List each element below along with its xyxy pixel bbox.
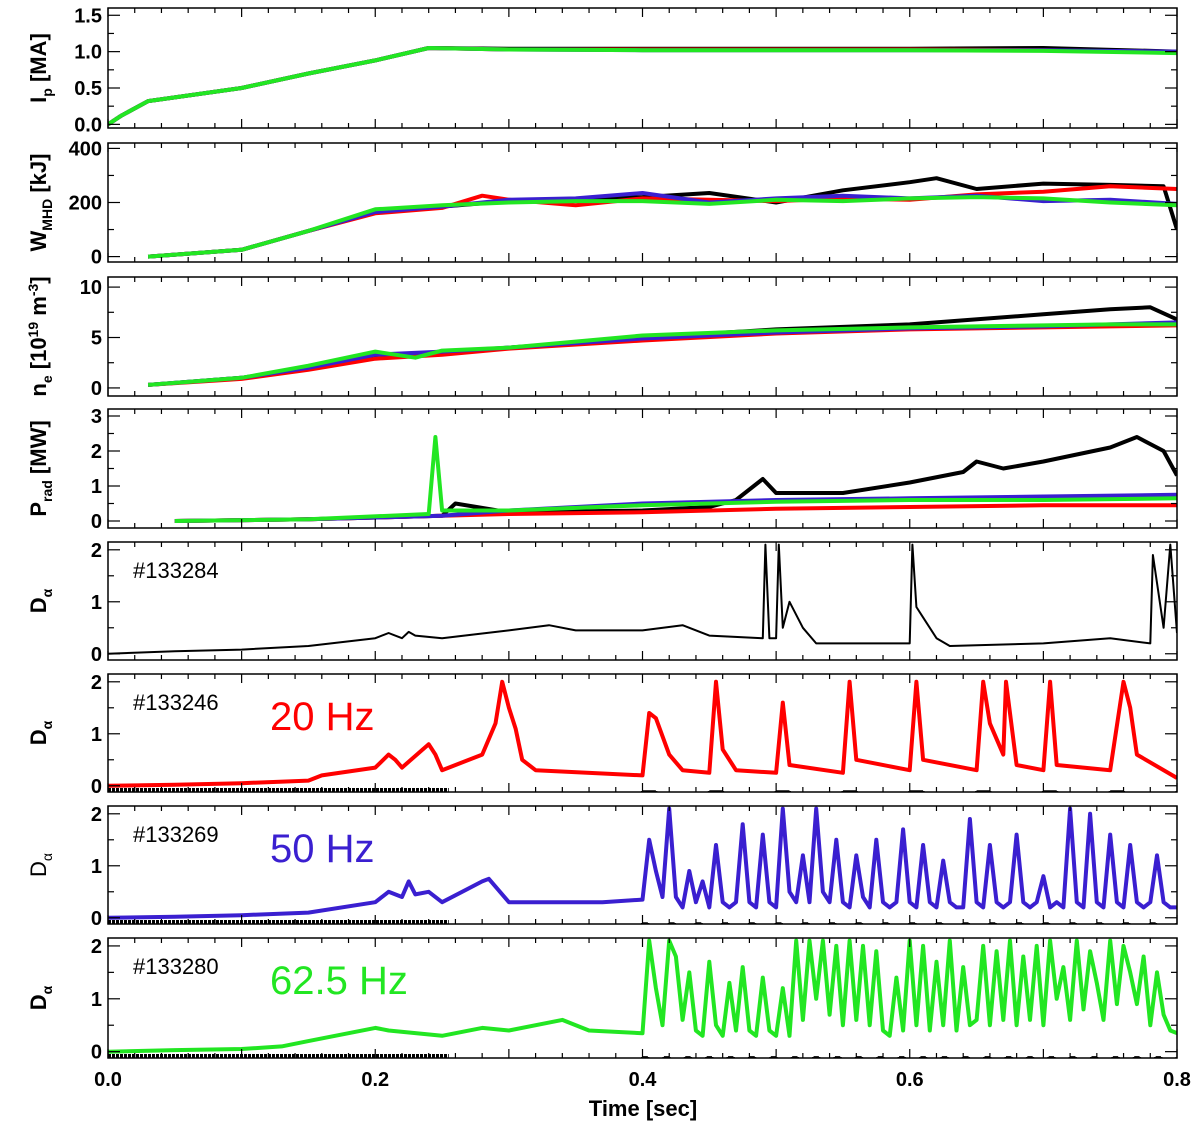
y-axis-label: Dα bbox=[26, 588, 55, 613]
series-line-4-1 bbox=[174, 435, 1177, 523]
panel-frame bbox=[107, 541, 1178, 661]
panel-1: 0.0 0.5 1.0 1.5 Ip [MA] bbox=[26, 5, 1178, 136]
pulse-window-marker bbox=[1175, 1056, 1177, 1058]
y-tick-label: 1 bbox=[91, 592, 102, 614]
y-tick-label: 1 bbox=[91, 724, 102, 746]
y-tick-label: 0 bbox=[91, 378, 102, 400]
panel-frame bbox=[107, 805, 1178, 925]
series-line-8-1 bbox=[108, 938, 1177, 1054]
panel-3: 0 5 10 ne [1019 m-3] bbox=[25, 276, 1178, 400]
y-axis-label: Prad [MW] bbox=[26, 420, 55, 516]
panel-5: 0 1 2 Dα #133284 bbox=[26, 540, 1178, 666]
y-tick-label: 200 bbox=[69, 193, 102, 215]
y-tick-label: 0 bbox=[91, 908, 102, 930]
y-tick-label: 2 bbox=[91, 441, 102, 463]
y-axis-label: Ip [MA] bbox=[26, 33, 55, 103]
x-tick-label: 0.0 bbox=[94, 1069, 122, 1091]
series-line-7-1 bbox=[108, 806, 1177, 920]
panel-frame bbox=[107, 7, 1178, 129]
y-tick-label: 0.5 bbox=[74, 78, 102, 100]
series-line-1-3 bbox=[108, 46, 1177, 127]
x-tick-label: 0.4 bbox=[629, 1069, 658, 1091]
frequency-label: 20 Hz bbox=[270, 695, 375, 739]
x-tick-label: 0.2 bbox=[361, 1069, 389, 1091]
y-tick-label: 0.0 bbox=[74, 114, 102, 136]
panel-2: 0 200 400 WMHD [kJ] bbox=[26, 138, 1178, 269]
series-line-3-3 bbox=[147, 320, 1177, 387]
panel-frame bbox=[107, 937, 1178, 1059]
series-line-4-4 bbox=[174, 435, 1177, 523]
panel-7: 0 1 2 Dα #133269 50 Hz bbox=[26, 804, 1178, 930]
series-line-1-1 bbox=[108, 46, 1177, 127]
shot-number-label: #133284 bbox=[133, 558, 219, 583]
y-tick-label: 0 bbox=[91, 247, 102, 269]
y-tick-label: 1.5 bbox=[74, 5, 102, 27]
y-tick-label: 0 bbox=[91, 776, 102, 798]
y-axis-label: Dα bbox=[26, 985, 55, 1010]
panel-4: 0 1 2 3 Prad [MW] bbox=[26, 406, 1178, 533]
y-tick-label: 1.0 bbox=[74, 42, 102, 64]
series-line-1-4 bbox=[108, 46, 1177, 127]
x-axis-label: Time [sec] bbox=[589, 1096, 697, 1121]
shot-number-label: #133246 bbox=[133, 690, 219, 715]
y-tick-label: 0 bbox=[91, 511, 102, 533]
series-line-1-2 bbox=[108, 46, 1177, 127]
pulse-window-marker bbox=[1175, 790, 1177, 792]
x-tick-label: 0.8 bbox=[1163, 1069, 1191, 1091]
y-tick-label: 3 bbox=[91, 406, 102, 428]
x-tick-label: 0.6 bbox=[896, 1069, 924, 1091]
y-tick-label: 0 bbox=[91, 644, 102, 666]
panel-6: 0 1 2 Dα #133246 20 Hz bbox=[26, 672, 1178, 798]
y-tick-label: 0 bbox=[91, 1042, 102, 1064]
shot-number-label: #133280 bbox=[133, 954, 219, 979]
y-tick-label: 2 bbox=[91, 672, 102, 694]
panel-8: 0 1 2 Dα #133280 62.5 Hz bbox=[26, 936, 1178, 1064]
y-tick-label: 2 bbox=[91, 936, 102, 958]
y-tick-label: 400 bbox=[69, 138, 102, 160]
frequency-label: 50 Hz bbox=[270, 827, 375, 871]
shot-number-label: #133269 bbox=[133, 822, 219, 847]
pulse-window-marker bbox=[1175, 922, 1177, 924]
y-tick-label: 5 bbox=[91, 328, 102, 350]
series-line-5-1 bbox=[108, 543, 1177, 655]
y-axis-label: Dα bbox=[26, 720, 55, 745]
x-axis: Time [sec] 0.0 0.2 0.4 0.6 0.8 bbox=[94, 1069, 1191, 1121]
y-axis-label: Dα bbox=[26, 853, 55, 877]
series-line-3-1 bbox=[147, 305, 1177, 387]
y-tick-label: 1 bbox=[91, 989, 102, 1011]
y-tick-label: 10 bbox=[80, 277, 102, 299]
series-line-2-1 bbox=[147, 176, 1177, 259]
y-tick-label: 1 bbox=[91, 476, 102, 498]
y-tick-label: 2 bbox=[91, 804, 102, 826]
series-line-3-4 bbox=[147, 322, 1177, 387]
y-tick-label: 2 bbox=[91, 540, 102, 562]
frequency-label: 62.5 Hz bbox=[270, 959, 408, 1003]
series-line-2-4 bbox=[147, 195, 1177, 259]
y-axis-label: ne [1019 m-3] bbox=[25, 276, 55, 396]
y-axis-label: WMHD [kJ] bbox=[26, 154, 55, 252]
series-line-6-1 bbox=[108, 679, 1177, 788]
y-tick-label: 1 bbox=[91, 856, 102, 878]
